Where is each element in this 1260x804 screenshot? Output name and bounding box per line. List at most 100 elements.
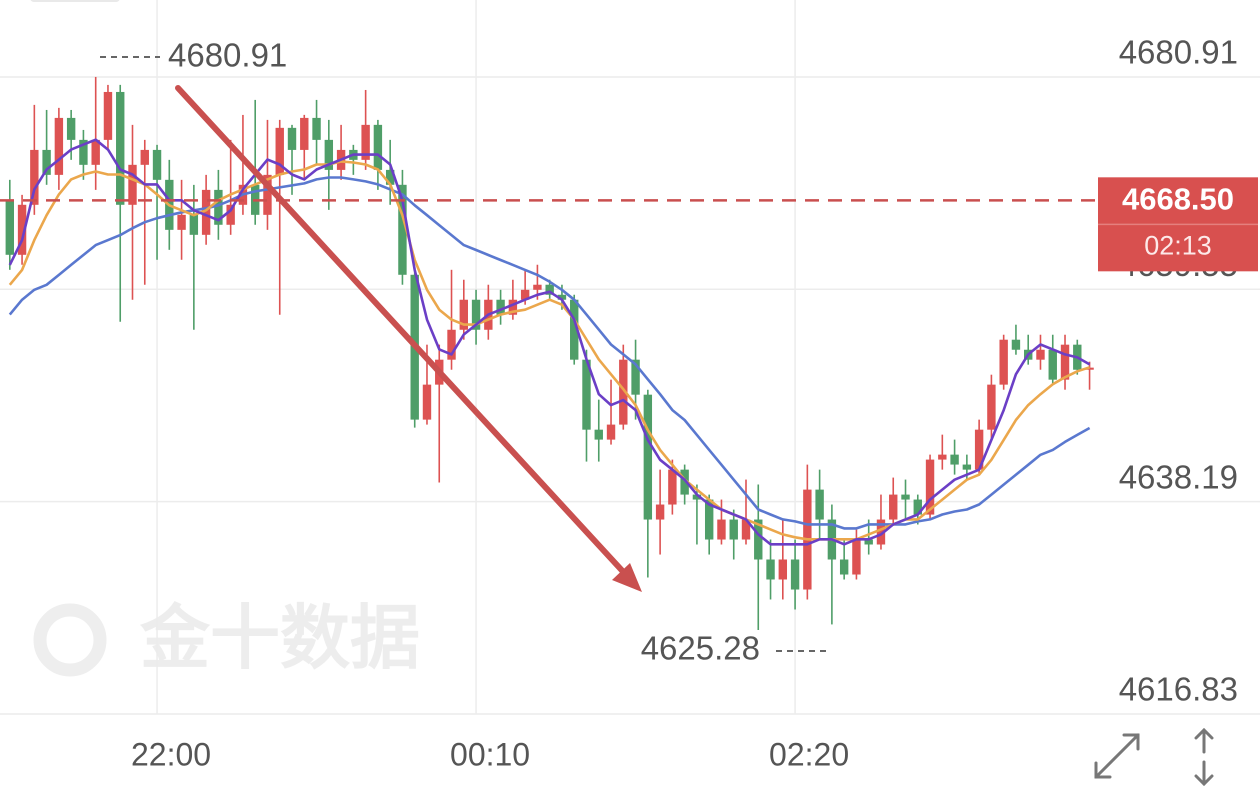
candle-body [938,454,947,460]
candle-body [385,169,395,185]
candle-body [201,189,211,235]
moving-average-line [8,138,1091,546]
candle-body [324,139,334,170]
candle-body [140,149,149,165]
candle-body [1011,339,1021,350]
candle-body [300,117,309,150]
candle-body [619,359,628,425]
candle-body [999,339,1008,385]
candle-body [766,559,775,580]
x-tick-label: 02:20 [769,736,849,772]
candle-body [606,424,616,440]
candle-body [520,289,530,300]
candle-body [704,499,714,540]
candle-body [91,139,100,165]
candle-body [533,284,542,290]
candle-body [226,204,235,225]
candle-body [545,284,554,295]
candle-body [594,429,603,440]
tab-edge [30,0,120,2]
candle-body [717,519,726,540]
grid [0,0,1260,715]
candle-body [5,199,14,255]
candle-body [263,174,272,215]
candle-body [447,329,456,360]
candle-body [189,214,199,235]
candle-body [557,294,567,300]
candle-body [1048,349,1057,380]
candle-body [741,519,751,540]
candle-body [754,519,763,560]
candle-body [103,91,113,140]
x-tick-label: 22:00 [131,736,211,772]
candle-body [275,127,284,175]
candle-body [729,519,738,540]
chart-tools[interactable] [1094,727,1214,787]
candle-body [962,464,972,470]
candle-body [864,539,873,545]
candle-body [631,359,640,395]
marks [5,76,1094,630]
candle-body [950,454,959,465]
countdown: 02:13 [1144,230,1212,260]
candle-body [312,117,321,140]
candle-body [361,124,370,160]
candle-body [815,489,824,520]
watermark-logo [33,603,107,677]
candle-body [214,189,223,225]
x-tick-label: 00:10 [450,736,530,772]
candle-body [582,359,591,430]
candle-body [287,127,297,150]
candle-body [30,149,39,205]
candle-body [643,394,653,520]
arrow-head [612,563,642,592]
candle-body [655,504,665,520]
arrow-shaft [175,85,631,580]
candle-body [116,91,125,205]
expand-icon[interactable] [1094,733,1140,779]
candle-body [422,384,432,420]
candle-body [974,429,984,470]
candle-body [790,559,800,590]
candle-body [66,117,76,140]
candle-body [1085,367,1094,370]
candle-body [128,164,137,205]
candle-body [1036,349,1045,360]
trend-arrow [175,85,642,592]
candle-body [373,124,383,170]
candle-body [901,494,910,500]
candle-body [889,494,898,520]
candle-body [177,214,186,230]
candle-body [839,559,849,575]
candle-body [17,204,27,255]
low-marker: 4625.28 [641,630,760,667]
y-tick-label: 4616.83 [1119,671,1238,708]
scale-icon[interactable] [1194,727,1214,787]
candle-body [42,149,51,175]
overlay: 4680.914659.554638.194616.8322:0000:1002… [0,34,1258,772]
candle-body [152,149,162,180]
high-marker: 4680.91 [168,37,287,74]
y-tick-label: 4638.19 [1119,458,1238,495]
candle-body [459,299,468,330]
candle-body [398,184,407,275]
candle-body [876,519,886,545]
watermark: 金十数据 [139,597,420,679]
candle-body [987,384,996,430]
candle-body [668,469,677,505]
candle-body [496,299,505,315]
candle-body [54,117,64,175]
candle-body [913,499,922,515]
candle-body [508,299,518,315]
candle-body [778,559,788,580]
watermark-group: 金十数据 [33,597,420,679]
candle-body [852,539,861,575]
candle-body [570,299,579,360]
candle-body [692,494,702,500]
candle-body [1060,344,1070,380]
last-price-label: 4668.50 [1122,182,1234,217]
moving-average-line [8,176,1091,530]
candle-body [471,299,481,330]
